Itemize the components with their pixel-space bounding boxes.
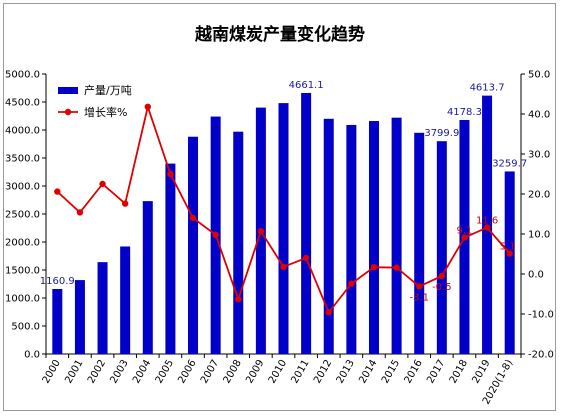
bar <box>504 171 515 354</box>
growth-point <box>461 234 468 241</box>
bar-value-label: 1160.9 <box>40 276 75 287</box>
growth-point <box>348 280 355 287</box>
growth-point <box>235 296 242 303</box>
right-tick-label: 0.0 <box>528 270 544 281</box>
bar-value-label: 4178.3 <box>447 107 482 118</box>
right-tick-label: 50.0 <box>528 70 550 81</box>
right-tick-label: -10.0 <box>528 310 554 321</box>
left-tick-label: 2000.0 <box>5 238 40 249</box>
bar-value-label: 4661.1 <box>289 80 324 91</box>
growth-point <box>144 103 151 111</box>
data-labels: 1160.9 4661.1 3799.9 4178.3 4613.7 3259.7 -3.1… <box>40 80 527 303</box>
bar <box>346 124 357 355</box>
x-tick-label: 2019 <box>470 358 492 386</box>
growth-point <box>506 250 513 257</box>
left-tick-label: 500.0 <box>11 322 40 333</box>
x-tick-label: 2000 <box>41 358 63 386</box>
growth-point <box>483 224 491 231</box>
growth-point <box>370 264 378 271</box>
bar-value-label: 3259.7 <box>492 158 527 169</box>
left-tick-label: 1500.0 <box>5 266 40 277</box>
x-tick-label: 2016 <box>403 358 425 386</box>
x-tick-label: 2008 <box>222 358 244 386</box>
x-tick-label: 2007 <box>199 358 221 386</box>
x-tick-label: 2012 <box>312 358 334 386</box>
bar <box>97 262 108 354</box>
x-tick-label: 2010 <box>267 358 289 386</box>
line-value-label: 11.6 <box>476 216 498 227</box>
growth-point <box>167 170 174 178</box>
x-tick-label: 2015 <box>380 358 402 386</box>
x-tick-label: 2018 <box>448 358 470 386</box>
left-tick-label: 4500.0 <box>5 98 40 109</box>
legend-bar-swatch <box>58 87 78 94</box>
growth-point <box>393 264 400 271</box>
x-tick-label: 2004 <box>131 358 153 386</box>
growth-point <box>54 188 61 195</box>
right-tick-label: 30.0 <box>528 150 550 161</box>
growth-point <box>280 263 287 270</box>
x-tick-label: 2006 <box>176 358 198 386</box>
bar <box>368 121 379 354</box>
bar <box>74 280 85 354</box>
legend-line-marker <box>64 108 72 116</box>
left-tick-label: 5000.0 <box>5 70 40 81</box>
growth-point <box>438 272 446 280</box>
growth-point <box>416 283 423 290</box>
growth-point <box>212 231 219 238</box>
x-tick-label: 2017 <box>425 358 447 386</box>
x-tick-label: 2011 <box>289 358 311 386</box>
x-tick-label: 2009 <box>244 358 266 386</box>
right-tick-label: 10.0 <box>528 230 550 241</box>
left-tick-label: 4000.0 <box>5 126 40 137</box>
line-value-label: -3.1 <box>409 292 429 303</box>
x-tick-label: 2002 <box>86 358 108 386</box>
line-value-label: -0.5 <box>432 282 452 293</box>
growth-point <box>189 214 197 222</box>
bar <box>323 118 334 354</box>
bar-value-label: 3799.9 <box>424 128 459 139</box>
left-tick-label: 3000.0 <box>5 182 40 193</box>
left-tick-label: 2500.0 <box>5 210 40 221</box>
line-series <box>54 103 513 316</box>
bar <box>278 103 289 355</box>
bar <box>414 132 425 354</box>
bar <box>52 288 63 354</box>
x-tick-label: 2001 <box>63 358 85 386</box>
growth-point <box>99 180 106 188</box>
left-tick-label: 3500.0 <box>5 154 40 165</box>
growth-point <box>257 228 265 235</box>
x-tick-label: 2003 <box>109 358 131 386</box>
x-tick-label: 2005 <box>154 358 176 386</box>
line-value-label: 5.1 <box>500 242 516 253</box>
legend-bar-label: 产量/万吨 <box>84 83 132 97</box>
bar <box>301 92 312 355</box>
right-tick-label: 40.0 <box>528 110 550 121</box>
chart-title: 越南煤炭产量变化趋势 <box>194 24 365 45</box>
left-tick-label: 0.0 <box>24 350 40 361</box>
growth-point <box>76 209 84 216</box>
growth-point <box>325 309 332 316</box>
right-tick-label: -20.0 <box>528 350 554 361</box>
bar <box>436 141 447 354</box>
growth-point <box>302 254 310 262</box>
legend-line-label: 增长率% <box>84 105 127 119</box>
x-tick-label: 2014 <box>357 358 379 386</box>
line-value-label: 9.1 <box>456 226 472 237</box>
bar <box>233 131 244 354</box>
bar-value-label: 4613.7 <box>470 83 505 94</box>
bar <box>188 136 199 354</box>
bar <box>391 117 402 355</box>
bar <box>142 201 153 354</box>
growth-point <box>121 200 129 207</box>
bar <box>120 246 131 354</box>
x-tick-label: 2013 <box>335 358 357 386</box>
bar <box>165 163 176 354</box>
right-tick-label: 20.0 <box>528 190 550 201</box>
left-tick-label: 1000.0 <box>5 294 40 305</box>
